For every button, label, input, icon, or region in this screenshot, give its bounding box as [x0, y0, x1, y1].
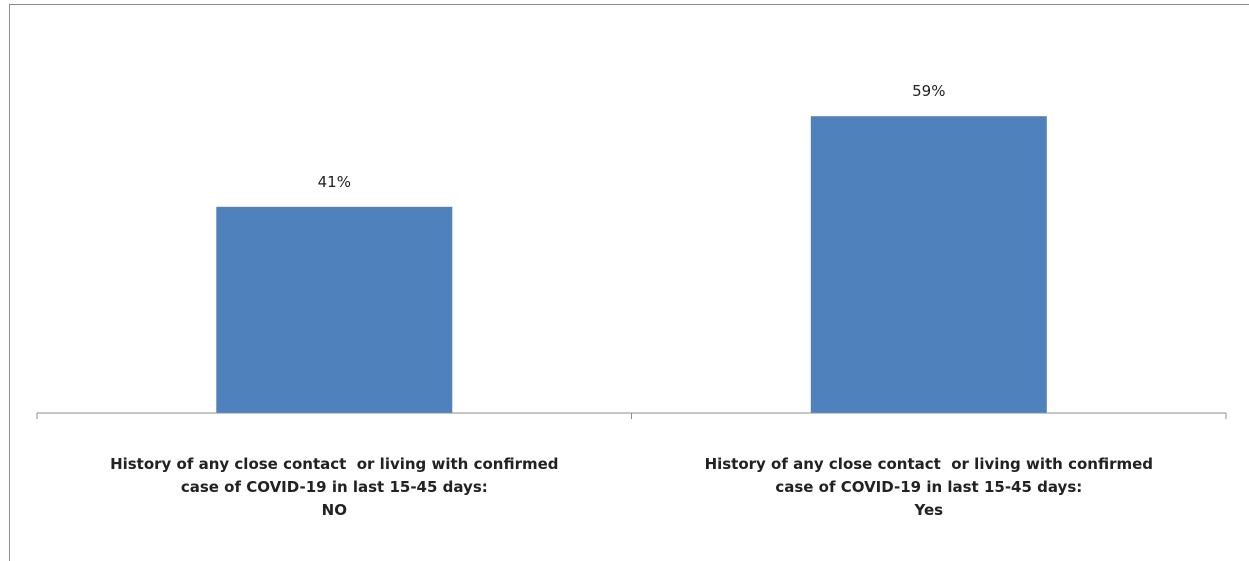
data-label-1: 41% — [318, 173, 351, 191]
data-label-2: 59% — [912, 82, 945, 100]
x-axis — [36, 412, 1227, 419]
bar-2 — [810, 116, 1047, 413]
category-label-2: History of any close contact or living w… — [705, 455, 1153, 519]
bars-layer — [216, 116, 1047, 413]
labels-layer: 41% 59% History of any close contact or li… — [110, 82, 1153, 519]
category-label-1: History of any close contact or living w… — [110, 455, 558, 519]
bar-1 — [216, 206, 453, 413]
chart-frame — [9, 4, 1249, 561]
